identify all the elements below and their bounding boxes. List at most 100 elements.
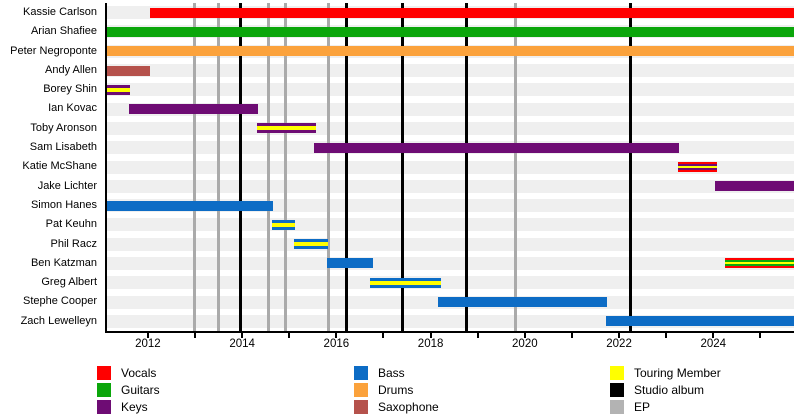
year-tick <box>523 333 526 338</box>
timeline-bar <box>326 258 373 269</box>
legend-item: Guitars <box>97 383 160 397</box>
timeline-bar <box>107 65 150 76</box>
year-label: 2014 <box>229 338 255 350</box>
legend-item: Saxophone <box>354 400 439 414</box>
legend-label: EP <box>634 400 651 414</box>
year-tick <box>712 333 715 338</box>
member-row-band <box>107 83 794 97</box>
member-label: Ian Kovac <box>48 102 97 115</box>
timeline-bar <box>107 200 273 211</box>
member-label: Katie McShane <box>22 160 97 173</box>
studio-album-line <box>629 3 633 331</box>
studio-album-line <box>401 3 405 331</box>
timeline-bar <box>438 297 607 308</box>
legend-swatch-saxophone <box>354 400 368 414</box>
year-tick <box>335 333 338 338</box>
member-label: Greg Albert <box>41 276 97 289</box>
legend-label: Touring Member <box>634 366 721 380</box>
member-label: Stephe Cooper <box>23 295 97 308</box>
timeline-bar <box>370 277 442 288</box>
member-label: Sam Lisabeth <box>29 141 97 154</box>
member-label: Jake Lichter <box>37 179 97 192</box>
year-tick <box>429 333 432 338</box>
ep-release-line <box>327 3 331 331</box>
timeline-bar <box>107 84 131 95</box>
legend: Vocals Guitars Keys Bass Drums Saxophone Touri… <box>0 360 800 415</box>
year-label: 2016 <box>323 338 350 350</box>
year-tick <box>193 333 196 338</box>
year-tick <box>476 333 479 338</box>
ep-release-line <box>193 3 197 331</box>
legend-label: Guitars <box>121 383 160 397</box>
member-label: Toby Aronson <box>30 121 97 134</box>
year-tick <box>288 333 291 338</box>
member-row-band <box>107 237 794 251</box>
timeline-bar <box>725 258 794 269</box>
member-row-band <box>107 160 794 174</box>
timeline-bar <box>293 239 328 250</box>
member-label: Pat Keuhn <box>45 218 97 231</box>
plot-area <box>105 3 794 333</box>
legend-swatch-touring <box>610 366 624 380</box>
legend-swatch-bass <box>354 366 368 380</box>
legend-item: Keys <box>97 400 148 414</box>
timeline-bar <box>107 26 794 37</box>
legend-label: Studio album <box>634 383 705 397</box>
year-tick <box>618 333 621 338</box>
legend-label: Drums <box>378 383 414 397</box>
member-label: Arian Shafiee <box>30 25 97 38</box>
ep-release-line <box>514 3 518 331</box>
year-tick <box>570 333 573 338</box>
timeline-bar <box>313 142 680 153</box>
timeline-bar <box>257 123 317 134</box>
member-row-band <box>107 256 794 270</box>
member-row-band <box>107 276 794 290</box>
member-label: Peter Negroponte <box>10 44 97 57</box>
member-label: Kassie Carlson <box>23 6 97 18</box>
legend-label: Saxophone <box>378 400 439 414</box>
member-label: Simon Hanes <box>30 198 97 211</box>
legend-item: Drums <box>354 383 413 397</box>
legend-swatch-guitars <box>97 383 111 397</box>
legend-item: Touring Member <box>610 366 721 380</box>
x-axis: 2012 2014 2016 2018 2020 2022 2024 <box>105 333 792 355</box>
legend-swatch-ep <box>610 400 624 414</box>
legend-item: Bass <box>354 366 405 380</box>
member-row-band <box>107 218 794 232</box>
member-label: Borey Shin <box>43 83 97 96</box>
legend-swatch-drums <box>354 383 368 397</box>
legend-swatch-keys <box>97 400 111 414</box>
member-row-band <box>107 102 794 116</box>
member-label: Zach Lewelleyn <box>20 314 97 327</box>
ep-release-line <box>217 3 221 331</box>
legend-swatch-album <box>610 383 624 397</box>
studio-album-line <box>344 3 348 331</box>
year-label: 2018 <box>417 338 444 350</box>
year-label: 2024 <box>700 338 727 350</box>
year-label: 2020 <box>512 338 538 350</box>
ep-release-line <box>267 3 271 331</box>
timeline-bar <box>272 219 296 230</box>
studio-album-line <box>238 3 242 331</box>
year-tick <box>382 333 385 338</box>
legend-item: Vocals <box>97 366 156 380</box>
member-row-band <box>107 64 794 78</box>
year-tick <box>665 333 668 338</box>
timeline-bar <box>677 162 717 172</box>
member-row-band <box>107 179 794 193</box>
member-label: Andy Allen <box>45 63 97 76</box>
year-tick <box>146 333 149 338</box>
legend-label: Vocals <box>121 366 157 380</box>
studio-album-line <box>465 3 469 331</box>
member-label: Ben Katzman <box>30 256 97 269</box>
timeline-bar <box>128 104 259 115</box>
legend-swatch-vocals <box>97 366 111 380</box>
legend-item: EP <box>610 400 650 414</box>
legend-item: Studio album <box>610 383 704 397</box>
year-tick <box>241 333 244 338</box>
member-label: Phil Racz <box>50 237 97 250</box>
member-row-band <box>107 121 794 135</box>
legend-label: Keys <box>121 400 148 414</box>
timeline-bar <box>714 181 794 192</box>
